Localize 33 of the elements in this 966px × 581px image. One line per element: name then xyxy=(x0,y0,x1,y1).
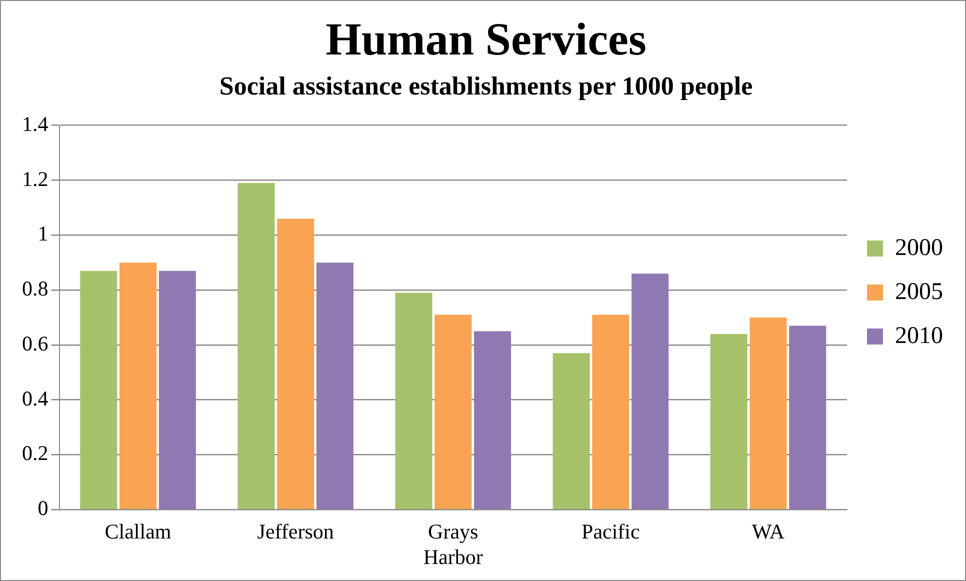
legend-label: 2010 xyxy=(895,322,943,349)
x-tick-label: Jefferson xyxy=(257,520,334,544)
y-tick-label: 0.6 xyxy=(22,331,48,356)
y-tick-label: 0.4 xyxy=(22,386,49,410)
bar xyxy=(158,270,196,509)
y-tick-label: 1.4 xyxy=(22,112,49,136)
bar xyxy=(789,326,826,509)
chart-title: Human Services xyxy=(326,13,646,64)
legend-label: 2000 xyxy=(895,234,943,261)
y-tick-label: 0 xyxy=(38,496,48,520)
bar xyxy=(434,314,472,509)
bar xyxy=(80,270,118,509)
x-tick-label: WA xyxy=(752,520,786,544)
legend-label: 2005 xyxy=(895,278,943,305)
y-tick-label: 0.8 xyxy=(22,276,48,301)
y-tick-label: 1 xyxy=(38,222,48,246)
y-tick-label: 0.2 xyxy=(22,441,48,466)
bar xyxy=(277,218,314,509)
x-tick-label: Grays Harbor xyxy=(423,520,483,569)
x-tick-label: Clallam xyxy=(104,520,172,544)
bar xyxy=(120,262,157,509)
bar xyxy=(750,318,787,509)
bar xyxy=(316,262,354,509)
bar xyxy=(552,353,590,509)
bar xyxy=(474,331,512,509)
x-tick-label: Pacific xyxy=(582,520,640,544)
bar xyxy=(395,292,432,509)
bar xyxy=(592,314,630,509)
bar xyxy=(710,334,748,509)
bar xyxy=(238,183,275,509)
bar xyxy=(632,274,669,509)
chart-subtitle: Social assistance establishments per 1000 people xyxy=(219,72,753,101)
y-tick-label: 1.2 xyxy=(22,166,48,191)
